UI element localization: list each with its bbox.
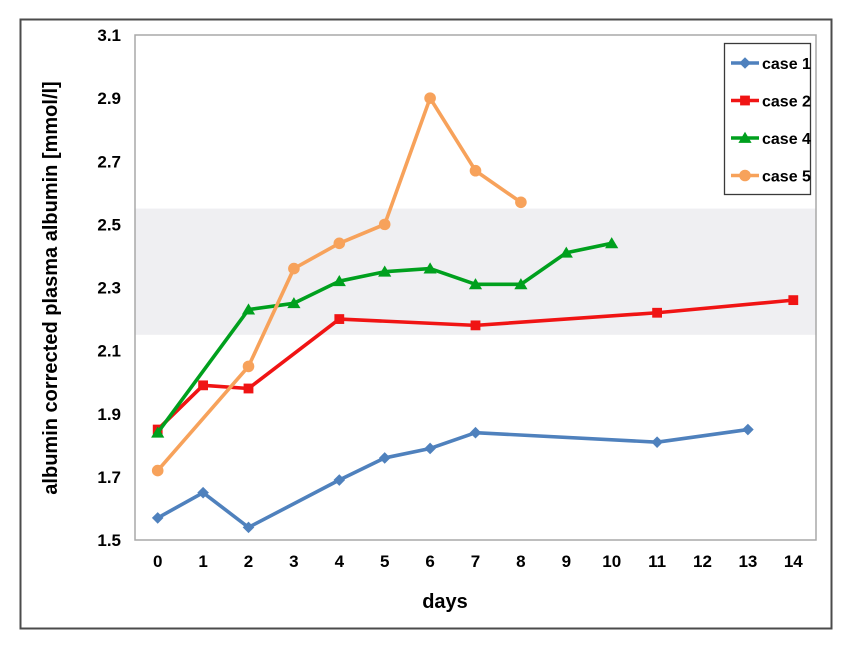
marker-case-1: [424, 442, 436, 455]
y-axis: 3.1 2.9 2.7 2.5 2.3 2.1 1.9 1.7 1.5: [97, 26, 121, 550]
y-axis-tick-label: 2.5: [97, 215, 121, 234]
x-axis-tick-label: 13: [738, 552, 757, 571]
x-axis-tick-label: 8: [516, 552, 525, 571]
marker-case-1: [151, 512, 164, 524]
legend-item-case-5: case 5: [731, 169, 811, 186]
marker-case-1: [469, 426, 482, 439]
series-line-case-4: [155, 241, 614, 435]
series-line-case-5: [155, 96, 523, 473]
y-axis-tick-label: 3.1: [97, 26, 121, 45]
legend-item-case-4: case 4: [731, 131, 811, 148]
marker-case-4: [605, 237, 619, 249]
y-axis-title: albumin corrected plasma albumin [mmol/l…: [40, 81, 62, 494]
marker-case-4: [378, 265, 392, 277]
marker-case-2: [334, 314, 345, 324]
legend-label: case 4: [762, 131, 811, 148]
legend-box: [723, 42, 812, 196]
marker-case-1: [742, 423, 754, 436]
y-axis-tick-label: 2.7: [97, 152, 121, 171]
marker-case-1: [333, 474, 346, 486]
marker-case-5: [333, 237, 346, 250]
marker-case-4: [241, 303, 256, 315]
marker-case-1: [651, 436, 663, 448]
x-axis-tick-label: 5: [380, 552, 389, 571]
x-axis-tick-label: 14: [784, 552, 803, 571]
y-axis-tick-label: 2.1: [97, 342, 121, 361]
series-case-1: [151, 423, 754, 534]
marker-case-4: [559, 246, 573, 258]
marker-case-2: [243, 383, 254, 394]
legend-marker-diamond-icon: [739, 57, 751, 69]
marker-case-4: [423, 262, 437, 274]
marker-case-5: [424, 92, 436, 104]
marker-case-4: [151, 426, 165, 438]
x-axis-tick-label: 1: [198, 552, 207, 571]
x-axis-tick-label: 11: [648, 552, 666, 571]
marker-case-5: [151, 464, 164, 477]
y-axis-tick-label: 1.7: [97, 468, 121, 487]
marker-case-5: [515, 196, 527, 209]
plot-area-border: [134, 34, 817, 541]
x-axis-tick-label: 0: [153, 552, 162, 571]
series-case-4: [151, 237, 619, 438]
legend-marker-square-icon: [740, 95, 750, 106]
x-axis-tick-label: 12: [693, 552, 712, 571]
marker-case-1: [197, 486, 209, 499]
x-axis-title: days: [422, 591, 468, 613]
reference-band: [135, 208, 816, 335]
marker-case-4: [332, 274, 346, 287]
legend-marker-circle-icon: [739, 169, 751, 182]
x-axis-tick-label: 2: [244, 552, 253, 571]
marker-case-2: [788, 295, 799, 306]
x-axis-tick-label: 4: [335, 552, 345, 571]
legend-marker-triangle-icon: [738, 131, 752, 143]
y-axis-tick-label: 1.9: [97, 405, 121, 424]
x-axis-tick-label: 6: [425, 552, 434, 571]
x-axis-tick-label: 10: [602, 552, 621, 571]
y-axis-tick-label: 2.3: [97, 279, 121, 298]
marker-case-2: [470, 320, 481, 331]
x-axis-tick-label: 3: [289, 552, 298, 571]
marker-case-2: [198, 380, 208, 391]
series-case-5: [151, 92, 527, 477]
marker-case-1: [242, 521, 255, 534]
marker-case-5: [242, 360, 255, 373]
marker-case-1: [378, 452, 391, 464]
x-axis: 0 1 2 3 4 5 6 7 8 9 10 11 12 13 14: [153, 552, 803, 571]
legend-label: case 2: [762, 94, 811, 111]
marker-case-2: [652, 307, 662, 318]
marker-case-4: [514, 278, 528, 290]
y-axis-tick-label: 1.5: [97, 531, 121, 550]
legend-item-case-1: case 1: [731, 56, 811, 73]
marker-case-4: [468, 278, 483, 290]
marker-case-5: [469, 164, 482, 177]
legend: case 1 case 2 case 4 case 5: [723, 42, 812, 196]
legend-label: case 1: [762, 56, 811, 73]
x-axis-tick-label: 9: [562, 552, 571, 571]
marker-case-5: [288, 262, 300, 275]
legend-label: case 5: [762, 169, 811, 186]
legend-item-case-2: case 2: [731, 94, 811, 111]
x-axis-tick-label: 7: [471, 552, 480, 571]
marker-case-4: [287, 297, 301, 309]
y-axis-tick-label: 2.9: [97, 89, 121, 108]
marker-case-5: [378, 218, 391, 231]
